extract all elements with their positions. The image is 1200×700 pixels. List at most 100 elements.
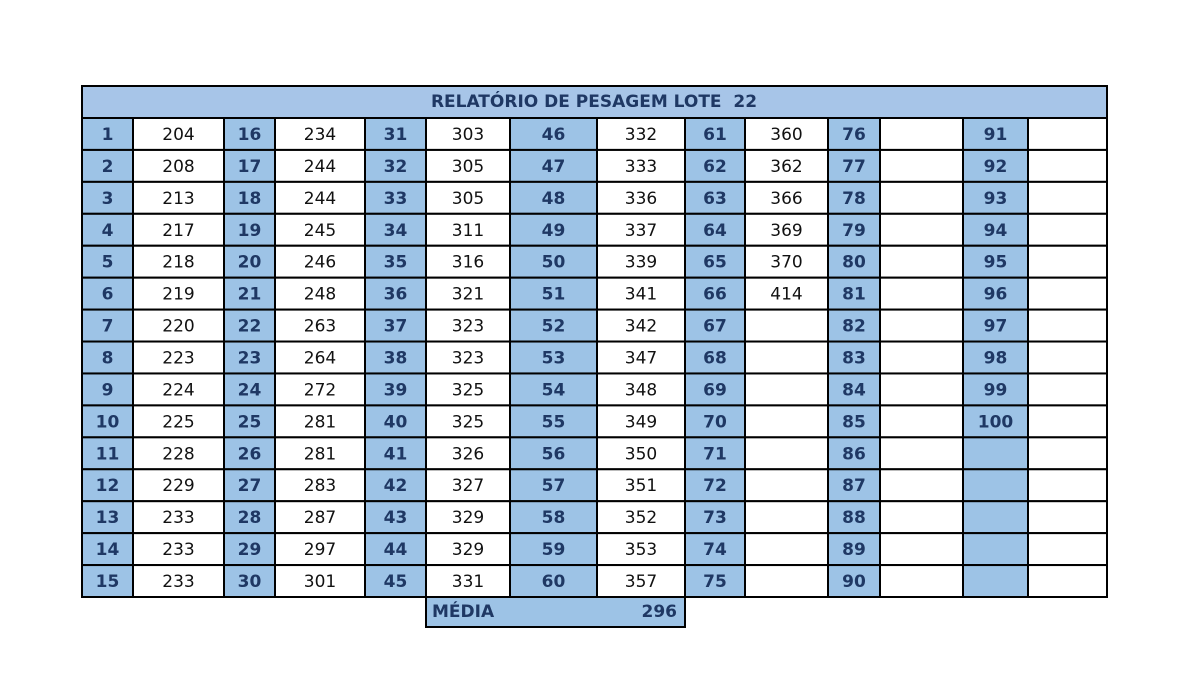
table-title: RELATÓRIO DE PESAGEM LOTE 22 (431, 90, 757, 112)
value-cell (274, 308, 366, 343)
weight-text: 362 (770, 157, 802, 177)
weight-text: 213 (162, 189, 194, 209)
index-text: 72 (703, 476, 727, 496)
index-text: 14 (96, 540, 120, 560)
index-text: 29 (238, 540, 262, 560)
weight-text: 348 (625, 380, 657, 400)
index-cell (81, 532, 134, 567)
value-cell (1027, 468, 1108, 503)
index-cell (364, 340, 427, 375)
index-text: 49 (542, 221, 566, 241)
weight-text: 228 (162, 444, 194, 464)
index-cell (364, 436, 427, 471)
index-text: 91 (984, 125, 1008, 145)
index-text: 50 (542, 253, 566, 273)
weight-text: 219 (162, 285, 194, 305)
index-text: 99 (984, 380, 1008, 400)
index-text: 13 (96, 508, 120, 528)
footer-label: MÉDIA (432, 600, 495, 622)
value-cell (1027, 404, 1108, 439)
value-cell (596, 308, 686, 343)
value-cell (596, 276, 686, 311)
index-text: 36 (384, 285, 408, 305)
index-text: 67 (703, 317, 727, 337)
value-cell (744, 564, 829, 598)
index-text: 51 (542, 285, 566, 305)
index-text: 41 (384, 444, 408, 464)
weight-text: 208 (162, 157, 194, 177)
index-cell (364, 564, 427, 598)
weight-text: 323 (452, 317, 484, 337)
index-text: 45 (384, 572, 408, 592)
index-cell (684, 404, 746, 439)
index-text: 17 (238, 157, 262, 177)
index-text: 48 (542, 189, 566, 209)
weight-text: 311 (452, 221, 484, 241)
index-text: 43 (384, 508, 408, 528)
index-text: 30 (238, 572, 262, 592)
index-cell (509, 244, 598, 279)
weight-text: 414 (770, 285, 802, 305)
value-cell (1027, 212, 1108, 247)
weight-text: 332 (625, 125, 657, 145)
weight-text: 347 (625, 349, 657, 369)
index-text: 27 (238, 476, 262, 496)
index-text: 85 (842, 412, 866, 432)
value-cell (1027, 117, 1108, 151)
value-cell (425, 180, 511, 215)
index-text: 61 (703, 125, 727, 145)
index-cell (223, 436, 276, 471)
weight-text: 287 (304, 508, 336, 528)
weight-text: 369 (770, 221, 802, 241)
index-cell (81, 244, 134, 279)
index-text: 60 (542, 572, 566, 592)
value-cell (1027, 244, 1108, 279)
value-cell (879, 436, 964, 471)
value-cell (744, 308, 829, 343)
index-cell (962, 180, 1029, 215)
title-cell (81, 85, 1108, 119)
value-cell (744, 148, 829, 183)
index-text: 5 (102, 253, 114, 273)
weight-text: 263 (304, 317, 336, 337)
index-text: 25 (238, 412, 262, 432)
value-cell (596, 532, 686, 567)
index-text: 12 (96, 476, 120, 496)
value-cell (879, 532, 964, 567)
index-cell (509, 340, 598, 375)
index-cell (962, 500, 1029, 535)
footer-cell (425, 596, 686, 628)
value-cell (744, 372, 829, 407)
index-text: 68 (703, 349, 727, 369)
index-text: 76 (842, 125, 866, 145)
index-text: 4 (102, 221, 114, 241)
weight-text: 305 (452, 189, 484, 209)
weight-text: 325 (452, 380, 484, 400)
index-text: 75 (703, 572, 727, 592)
value-cell (744, 468, 829, 503)
weight-text: 246 (304, 253, 336, 273)
weight-text: 297 (304, 540, 336, 560)
index-cell (827, 212, 881, 247)
index-text: 42 (384, 476, 408, 496)
weight-text: 329 (452, 540, 484, 560)
index-text: 62 (703, 157, 727, 177)
weight-text: 229 (162, 476, 194, 496)
value-cell (274, 340, 366, 375)
value-cell (879, 340, 964, 375)
index-cell (509, 276, 598, 311)
index-text: 31 (384, 125, 408, 145)
weight-text: 325 (452, 412, 484, 432)
index-cell (364, 244, 427, 279)
index-text: 46 (542, 125, 566, 145)
index-text: 96 (984, 285, 1008, 305)
index-text: 95 (984, 253, 1008, 273)
index-text: 7 (102, 317, 114, 337)
value-cell (425, 500, 511, 535)
weight-text: 301 (304, 572, 336, 592)
value-cell (596, 500, 686, 535)
index-text: 22 (238, 317, 262, 337)
index-text: 83 (842, 349, 866, 369)
